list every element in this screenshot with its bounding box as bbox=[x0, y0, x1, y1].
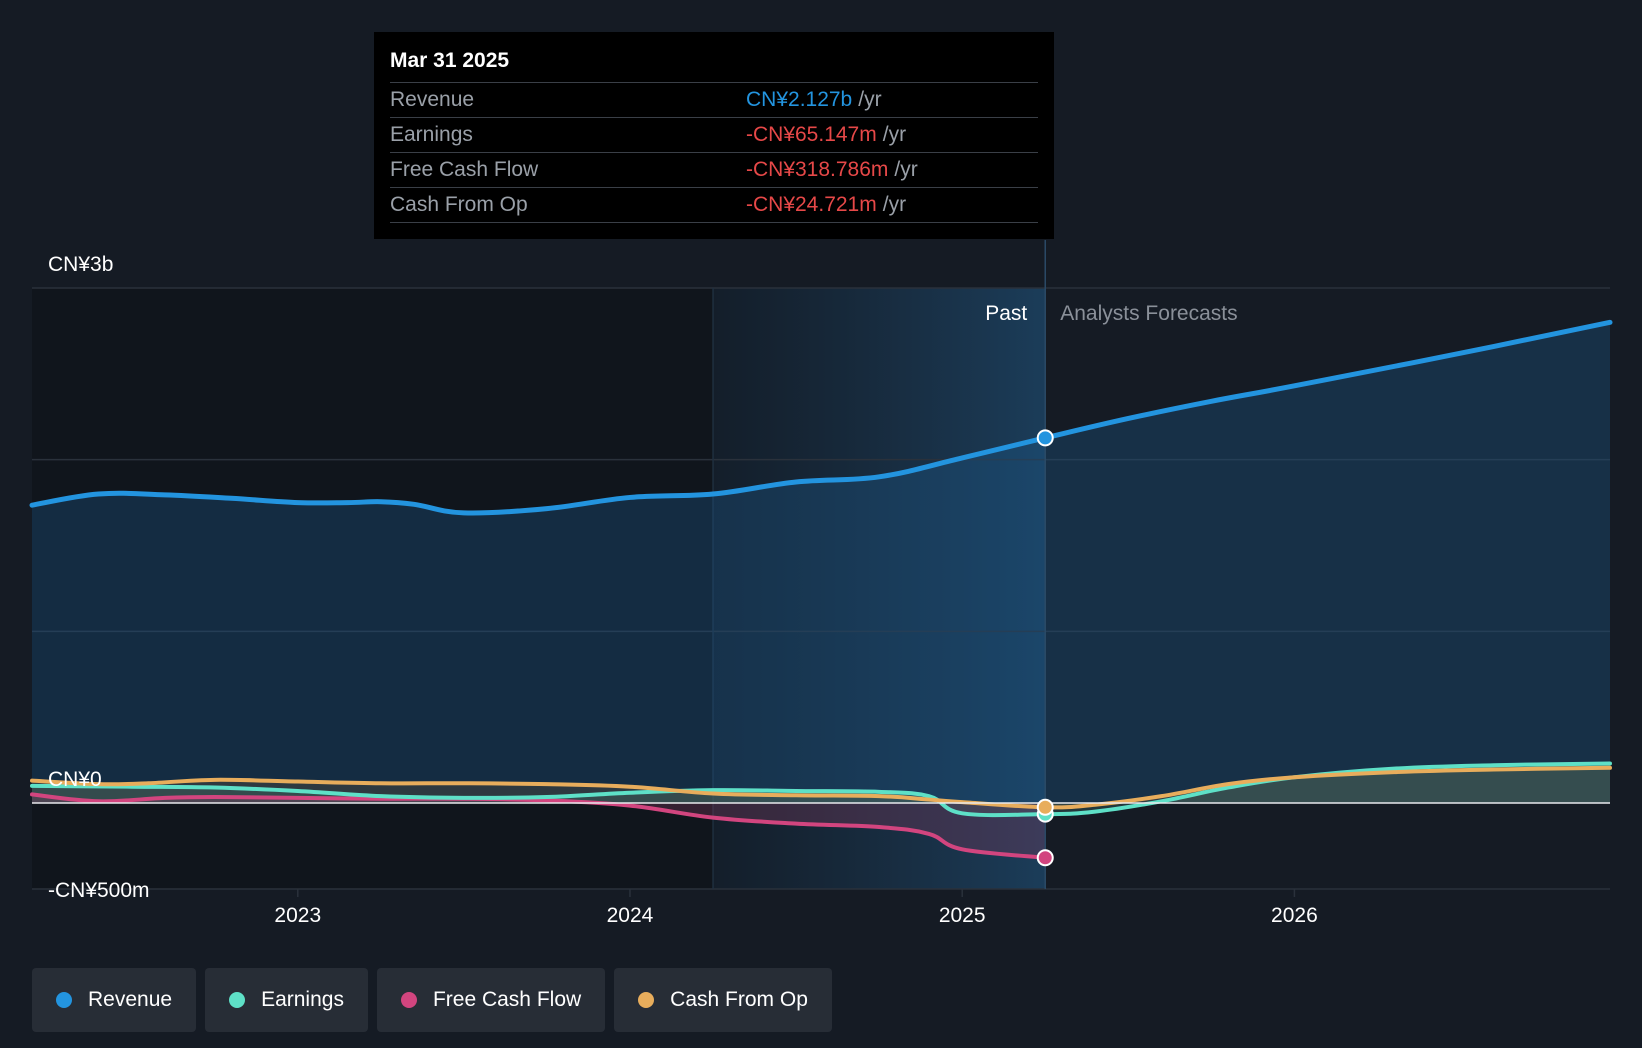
y-tick-label: CN¥0 bbox=[48, 768, 102, 791]
series-line-fcf bbox=[30, 792, 1048, 860]
tooltip-label: Revenue bbox=[390, 88, 475, 111]
x-axis-labels: 2023 2024 2025 2026 bbox=[274, 889, 1318, 927]
x-tick-label: 2024 bbox=[607, 904, 654, 927]
tooltip-label: Cash From Op bbox=[390, 193, 528, 216]
y-tick-label: CN¥3b bbox=[48, 253, 113, 276]
y-tick-label: -CN¥500m bbox=[48, 879, 150, 902]
area-earnings bbox=[32, 763, 1610, 816]
legend-dot-icon bbox=[56, 992, 72, 1008]
legend-dot-icon bbox=[229, 992, 246, 1008]
legend-item-cash-from-op[interactable]: Cash From Op bbox=[614, 968, 832, 1032]
analysts-forecasts-label: Analysts Forecasts bbox=[1060, 302, 1237, 325]
series-lines bbox=[29, 319, 1613, 860]
legend-dot-icon bbox=[400, 992, 417, 1008]
legend-dot-icon bbox=[638, 992, 655, 1008]
legend-item-earnings[interactable]: Earnings bbox=[205, 968, 368, 1032]
area-fcf bbox=[32, 794, 1046, 858]
marker-cfo bbox=[1036, 798, 1054, 816]
tooltip-value: -CN¥24.721m bbox=[746, 193, 877, 216]
tooltip-value: -CN¥318.786m bbox=[746, 158, 889, 181]
marker-revenue bbox=[1036, 429, 1054, 447]
tooltip: Mar 31 2025 Revenue CN¥2.127b /yr Earnin… bbox=[374, 32, 1054, 239]
series-line-cfo bbox=[30, 765, 1612, 810]
current-point-markers[interactable] bbox=[1036, 429, 1054, 867]
legend: Revenue Earnings Free Cash Flow Cash Fro… bbox=[32, 968, 832, 1032]
past-label: Past bbox=[985, 302, 1027, 325]
legend-label: Revenue bbox=[88, 988, 173, 1011]
gridlines bbox=[32, 287, 1610, 890]
legend-item-free-cash-flow[interactable]: Free Cash Flow bbox=[376, 968, 606, 1032]
y-axis-labels: CN¥3b CN¥0 -CN¥500m bbox=[48, 253, 150, 902]
legend-item-revenue[interactable]: Revenue bbox=[32, 968, 197, 1032]
tooltip-unit: /yr bbox=[894, 158, 918, 181]
tooltip-row-free-cash-flow: Free Cash Flow -CN¥318.786m /yr bbox=[390, 152, 1038, 187]
tooltip-row-cash-from-op: Cash From Op -CN¥24.721m /yr bbox=[390, 187, 1038, 223]
tooltip-row-earnings: Earnings -CN¥65.147m /yr bbox=[390, 117, 1038, 152]
legend-label: Cash From Op bbox=[670, 988, 808, 1011]
x-tick-label: 2023 bbox=[274, 904, 321, 927]
tooltip-label: Free Cash Flow bbox=[390, 158, 539, 181]
tooltip-value: -CN¥65.147m bbox=[746, 123, 877, 146]
tooltip-row-revenue: Revenue CN¥2.127b /yr bbox=[390, 82, 1038, 117]
tooltip-value: CN¥2.127b bbox=[746, 88, 853, 111]
marker-fcf bbox=[1036, 849, 1054, 867]
tooltip-unit: /yr bbox=[882, 123, 907, 146]
tooltip-label: Earnings bbox=[390, 123, 473, 146]
x-tick-label: 2025 bbox=[939, 904, 986, 927]
tooltip-unit: /yr bbox=[858, 88, 882, 111]
legend-label: Free Cash Flow bbox=[432, 988, 582, 1011]
area-revenue bbox=[32, 322, 1610, 803]
legend-label: Earnings bbox=[261, 988, 344, 1011]
tooltip-date: Mar 31 2025 bbox=[390, 49, 510, 72]
x-tick-label: 2026 bbox=[1271, 904, 1318, 927]
tooltip-unit: /yr bbox=[882, 193, 907, 216]
series-line-revenue bbox=[29, 319, 1613, 516]
